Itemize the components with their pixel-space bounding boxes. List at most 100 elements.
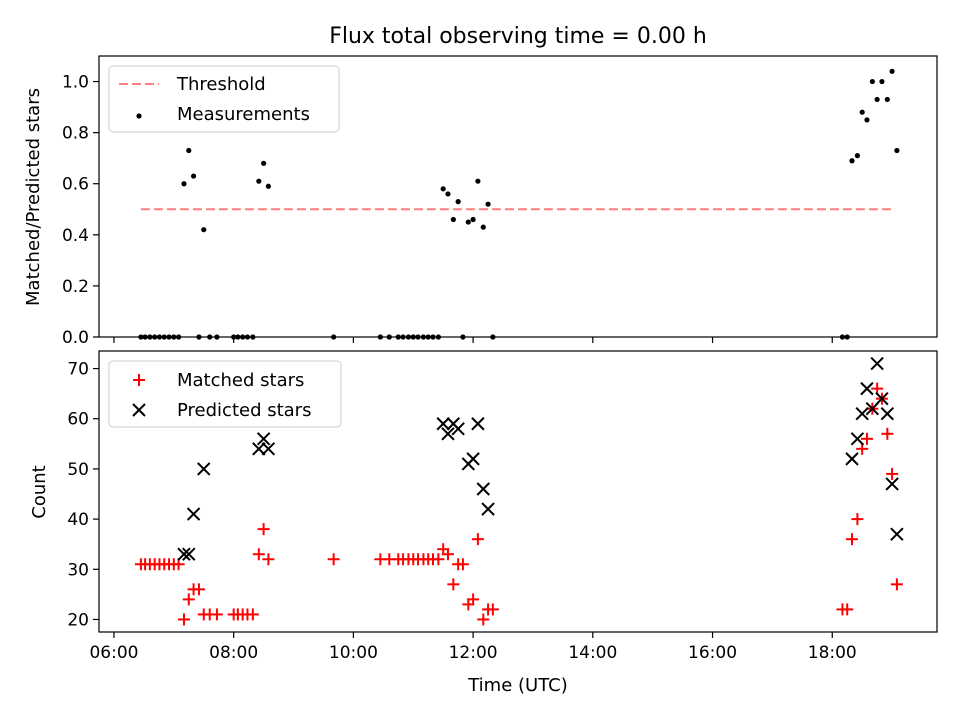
measurement-point [405,334,412,340]
matched-star-point [886,467,899,480]
matched-star-point [441,548,454,561]
matched-star-point [177,613,190,626]
predicted-star-point [451,422,465,436]
measurement-point [171,334,177,340]
legend-threshold-label: Threshold [176,74,266,95]
top-y-tick-label: 1.0 [62,73,89,93]
predicted-star-point [252,442,266,456]
bottom-y-tick-label: 40 [67,510,89,530]
measurement-point [849,158,855,164]
legend-predicted-label: Predicted stars [177,400,311,421]
top-legend: Threshold Measurements [108,65,340,133]
measurement-point [440,186,446,192]
bottom-legend: Matched stars Predicted stars [108,360,342,428]
measurement-point [190,173,197,179]
measurement-point [138,334,144,340]
matched-star-point [456,558,469,571]
measurement-point [147,334,153,340]
measurement-point [161,334,167,340]
measurement-point [475,178,481,184]
measurement-point [864,117,870,123]
measurement-point [844,334,850,340]
predicted-star-point [256,432,271,446]
measurement-point [176,334,182,340]
matched-star-point [246,608,259,621]
top-y-axis-label: Matched/Predicted stars [23,88,44,306]
x-tick-label: 12:00 [449,643,498,663]
predicted-star-point [850,432,865,446]
predicted-star-point [177,547,191,561]
matched-star-point [252,548,265,561]
matched-star-point [327,553,340,566]
matched-star-point [471,533,484,546]
measurement-point [420,334,427,340]
measurement-point [485,201,491,207]
measurement-point [889,68,895,74]
matched-star-point [447,578,460,591]
matched-star-point [467,593,480,606]
measurement-point [196,334,202,340]
matched-star-point [262,553,275,566]
matched-star-point [851,513,864,526]
predicted-star-point [441,427,455,441]
bottom-y-tick-label: 20 [67,610,89,630]
bottom-axes-frame [98,350,938,633]
legend-predicted-swatch [132,403,146,417]
bottom-y-tick-label: 50 [67,460,89,480]
x-tick-label: 14:00 [568,643,617,663]
matched-stars-series [134,382,903,626]
measurement-point [207,334,213,340]
predicted-star-point [875,391,889,406]
measurement-point [400,334,406,340]
predicted-star-point [481,502,495,516]
bottom-legend-box [108,360,342,428]
measurement-point [445,191,451,197]
bottom-x-axis: 06:00 08:00 10:00 12:00 14:00 16:00 18:00 [89,632,857,663]
measurement-point [470,216,476,223]
matched-star-point [182,593,195,606]
predicted-star-point [860,381,874,396]
measurement-point [166,334,172,340]
bottom-y-axis-label: Count [29,465,50,518]
measurement-point [425,334,431,340]
top-y-tick-label: 0.0 [62,328,89,348]
measurement-point [874,96,880,103]
predicted-star-point [885,477,899,491]
matched-star-point [210,608,223,621]
matched-star-point [846,533,859,546]
measurement-point [884,96,890,103]
bottom-y-tick-label: 60 [67,410,89,430]
measurement-point [480,224,486,230]
measurement-point [460,334,466,340]
predicted-star-point [261,442,276,456]
measurement-point [265,183,271,189]
predicted-star-point [890,527,904,541]
predicted-star-point [197,462,211,476]
x-tick-label: 18:00 [808,643,857,663]
measurement-point [859,109,865,115]
ratio-plot: Flux total observing time = 0.00 h 0.00.… [23,24,938,348]
measurement-point [415,334,421,340]
predicted-star-point [855,407,869,421]
predicted-star-point [182,547,196,561]
top-y-axis: 0.0 0.2 0.4 0.6 0.8 1.0 [62,73,99,348]
x-tick-label: 10:00 [329,643,378,663]
measurement-point [181,181,187,187]
x-tick-label: 08:00 [209,643,258,663]
measurement-point [465,219,471,225]
predicted-star-point [471,417,485,431]
measurement-point [377,334,383,340]
measurement-point [235,334,241,340]
legend-measurements-swatch [136,113,142,119]
measurement-point [186,147,192,154]
measurement-point [240,334,246,340]
measurement-point [879,78,885,85]
matched-star-point [477,613,490,626]
top-y-tick-label: 0.4 [62,226,89,246]
matched-star-point [486,603,499,616]
measurement-point [201,227,207,233]
matched-star-point [881,427,894,440]
measurement-point [156,334,163,340]
measurement-point [152,334,158,340]
measurement-point [244,334,251,340]
